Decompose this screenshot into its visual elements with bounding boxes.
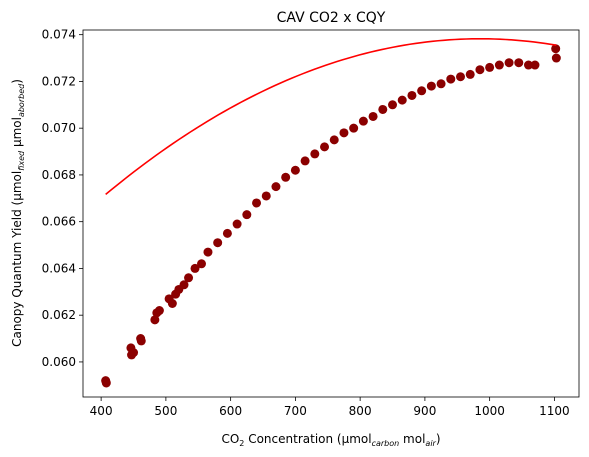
x-tick-label: 900 bbox=[413, 404, 436, 418]
fit-line bbox=[105, 37, 557, 196]
scatter-point bbox=[261, 191, 271, 201]
x-axis-label: CO2 Concentration (µmolcarbon molair) bbox=[221, 432, 440, 448]
scatter-point bbox=[349, 123, 359, 133]
y-tick-label: 0.062 bbox=[42, 308, 76, 322]
scatter-point bbox=[494, 60, 504, 70]
scatter-point bbox=[446, 74, 456, 84]
scatter-point bbox=[397, 95, 407, 105]
scatter-point bbox=[300, 156, 310, 166]
scatter-point bbox=[436, 79, 446, 89]
x-tick-label: 700 bbox=[284, 404, 307, 418]
scatter-point bbox=[242, 210, 252, 220]
scatter-point bbox=[150, 315, 160, 325]
scatter-point bbox=[417, 86, 427, 96]
scatter-point bbox=[184, 273, 194, 283]
scatter-point bbox=[129, 348, 139, 358]
scatter-point bbox=[504, 58, 514, 68]
scatter-point bbox=[213, 238, 223, 248]
scatter-point bbox=[465, 69, 475, 79]
y-axis-label: Canopy Quantum Yield (µmolfixed µmolabor… bbox=[10, 79, 26, 347]
x-axis-label-base: CO bbox=[221, 432, 239, 446]
scatter-point bbox=[551, 44, 561, 54]
scatter-point bbox=[378, 104, 388, 114]
scatter-point bbox=[136, 336, 146, 346]
y-axis-label-mid: µmol bbox=[10, 117, 24, 151]
scatter-point bbox=[514, 58, 524, 68]
scatter-point bbox=[290, 165, 300, 175]
y-axis-label-sub-1: fixed bbox=[17, 150, 26, 171]
scatter-points bbox=[101, 44, 561, 388]
scatter-point bbox=[407, 90, 417, 100]
scatter-point bbox=[485, 62, 495, 72]
y-tick-label: 0.068 bbox=[42, 168, 76, 182]
y-axis-label-sub-2: aborbed bbox=[17, 83, 26, 117]
y-axis-label-end: ) bbox=[10, 79, 24, 84]
scatter-point bbox=[523, 60, 533, 70]
scatter-point bbox=[271, 182, 281, 192]
x-axis-label-sub-2: carbon bbox=[372, 439, 400, 448]
x-tick-label: 1100 bbox=[539, 404, 570, 418]
scatter-point bbox=[154, 306, 164, 316]
y-tick-label: 0.064 bbox=[42, 261, 76, 275]
scatter-point bbox=[456, 72, 465, 82]
x-tick-label: 1000 bbox=[474, 404, 505, 418]
y-tick-label: 0.074 bbox=[42, 28, 76, 42]
scatter-point bbox=[320, 142, 330, 152]
x-tick-label: 800 bbox=[349, 404, 372, 418]
scatter-point bbox=[530, 60, 540, 70]
x-axis-label-sub-1: 2 bbox=[239, 439, 244, 448]
x-tick-label: 500 bbox=[154, 404, 177, 418]
fit-line-layer bbox=[105, 37, 557, 196]
scatter-point bbox=[339, 128, 349, 138]
scatter-point bbox=[252, 198, 262, 208]
x-axis-label-sub-3: air bbox=[425, 439, 436, 448]
scatter-point bbox=[222, 228, 232, 238]
chart-title: CAV CO2 x CQY bbox=[277, 10, 386, 26]
x-tick-label: 400 bbox=[90, 404, 113, 418]
y-ticks: 0.060 0.062 0.064 0.066 0.068 0.070 0.072 0.074 bbox=[42, 28, 83, 369]
scatter-point bbox=[203, 247, 213, 257]
scatter-point bbox=[358, 116, 368, 126]
x-tick-label: 600 bbox=[219, 404, 242, 418]
y-tick-label: 0.072 bbox=[42, 74, 76, 88]
x-axis-label-mid: Concentration (µmol bbox=[244, 432, 371, 446]
scatter-point bbox=[426, 81, 436, 91]
scatter-point bbox=[551, 53, 561, 63]
x-axis-label-mid-2: mol bbox=[399, 432, 425, 446]
scatter-point bbox=[232, 219, 242, 229]
x-ticks: 400 500 600 700 800 900 1000 1100 bbox=[90, 397, 570, 418]
plot-frame bbox=[82, 29, 580, 398]
scatter-point bbox=[190, 263, 200, 273]
scatter-point bbox=[368, 111, 378, 121]
scatter-point bbox=[281, 172, 291, 182]
y-tick-label: 0.070 bbox=[42, 121, 76, 135]
scatter-point bbox=[475, 65, 485, 75]
y-tick-label: 0.060 bbox=[42, 355, 76, 369]
scatter-point bbox=[329, 135, 339, 145]
scatter-point bbox=[197, 259, 206, 269]
scatter-point bbox=[179, 280, 189, 290]
scatter-point bbox=[101, 378, 111, 388]
y-tick-label: 0.066 bbox=[42, 215, 76, 229]
scatter-point bbox=[310, 149, 320, 159]
scatter-point bbox=[388, 100, 398, 110]
scatter-point bbox=[167, 299, 177, 308]
y-axis-label-base: Canopy Quantum Yield (µmol bbox=[10, 171, 24, 347]
x-axis-label-end: ) bbox=[436, 432, 441, 446]
